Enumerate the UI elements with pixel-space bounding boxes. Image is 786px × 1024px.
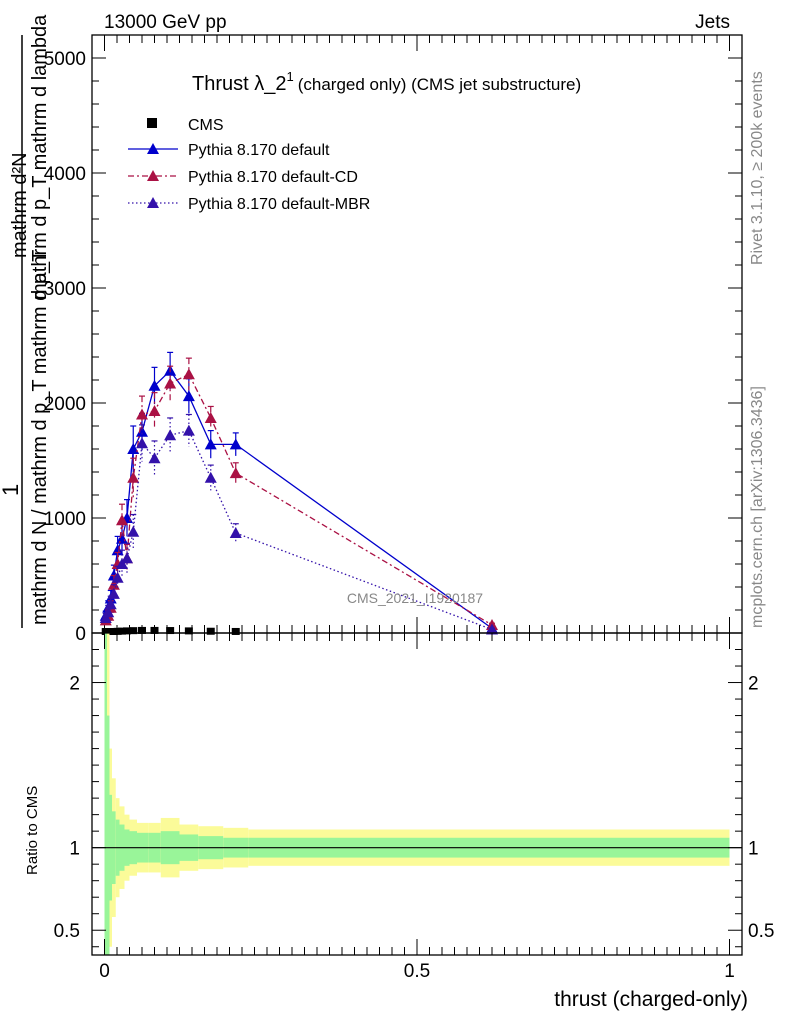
series-marker [121, 552, 133, 564]
series-marker [136, 408, 148, 420]
ratio-y-tick-label-right: 1 [748, 839, 759, 860]
series-marker [127, 471, 140, 483]
ratio-y-tick-label: 0.5 [54, 921, 80, 942]
cms-point [184, 627, 193, 635]
series-marker [229, 467, 242, 479]
ratio-band-inner [107, 715, 110, 955]
series-marker [127, 525, 140, 537]
series-line [105, 429, 493, 631]
cms-point [231, 627, 240, 635]
x-tick-label: 0 [99, 961, 110, 982]
ylabel-one: 1 [0, 484, 23, 496]
y-tick-label: 4000 [44, 164, 86, 185]
ratio-ylabel: Ratio to CMS [24, 786, 41, 875]
y-tick-label: 1000 [44, 509, 86, 530]
series-marker [104, 598, 117, 610]
series-marker [182, 424, 195, 436]
series-marker [99, 612, 112, 624]
series-marker [102, 606, 115, 618]
main-plot: 0 1000 2000 3000 4000 5000 [44, 34, 743, 645]
legend-marker-mbr [147, 197, 159, 208]
series-marker [136, 437, 148, 449]
series-marker [116, 514, 128, 526]
legend-marker-cms [147, 118, 157, 128]
series-marker [148, 379, 161, 391]
ratio-y-tick-label-right: 2 [748, 674, 759, 695]
cms-point [150, 626, 159, 634]
cms-point [118, 627, 126, 635]
series-marker [204, 411, 217, 423]
cms-point [206, 627, 215, 635]
y-tick-label: 0 [75, 624, 86, 645]
ratio-plot: 0 0.5 1 0.5 0.5 1 1 2 2 [54, 632, 774, 982]
series-marker [136, 425, 148, 437]
series-marker [127, 443, 140, 454]
cms-point [123, 627, 131, 635]
legend-marker-cd [147, 170, 159, 181]
cms-point [166, 627, 175, 635]
plot-title: Thrust λ_21 (charged only) (CMS jet subst… [192, 69, 581, 95]
ratio-frame [91, 632, 743, 956]
x-tick-label: 1 [724, 961, 735, 982]
series-marker [229, 526, 242, 538]
ratio-y-tick-label: 2 [69, 674, 80, 695]
series-marker [107, 587, 120, 599]
ratio-band-inner [104, 633, 107, 955]
series-marker [116, 558, 128, 569]
legend-label-default: Pythia 8.170 default [188, 142, 330, 159]
legend-label-cd: Pythia 8.170 default-CD [188, 169, 358, 186]
series-marker [111, 571, 124, 583]
series-marker [486, 623, 498, 635]
process-label: Jets [695, 12, 730, 33]
rivet-label: Rivet 3.1.10, ≥ 200k events [749, 71, 766, 265]
ylabel-denominator: mathrm d N / mathrm d p_T mathrm d p_T [29, 250, 51, 625]
legend-marker-default [147, 143, 159, 154]
series-marker [204, 438, 217, 450]
xlabel: thrust (charged-only) [554, 988, 748, 1011]
series-marker [164, 429, 177, 441]
analysis-watermark: CMS_2021_I1920187 [347, 590, 483, 606]
ratio-y-tick-label-right: 0.5 [748, 921, 774, 942]
series-marker [182, 390, 195, 402]
legend-label-mbr: Pythia 8.170 default-MBR [188, 196, 370, 213]
series-marker [164, 377, 177, 389]
energy-label: 13000 GeV pp [104, 12, 227, 33]
series-marker [182, 368, 195, 380]
series-marker [148, 452, 161, 464]
series-marker [148, 405, 161, 417]
cms-point [138, 626, 146, 634]
ylabel-numerator: mathrm d²N [9, 152, 31, 258]
mcplots-label: mcplots.cern.ch [arXiv:1306.3436] [749, 386, 766, 628]
ratio-y-tick-label: 1 [69, 839, 80, 860]
ylabel-numerator-den: mathrm d p_T mathrm d lambda [29, 14, 51, 300]
y-tick-label: 3000 [44, 279, 86, 300]
x-tick-label: 0.5 [404, 961, 430, 982]
legend-label-cms: CMS [188, 117, 224, 134]
cms-point [113, 627, 122, 635]
legend: CMS Pythia 8.170 default Pythia 8.170 de… [128, 117, 370, 213]
y-tick-label: 5000 [44, 49, 86, 70]
cms-point [129, 627, 138, 635]
series-marker [229, 438, 242, 450]
y-tick-label: 2000 [44, 394, 86, 415]
series-marker [204, 471, 217, 483]
